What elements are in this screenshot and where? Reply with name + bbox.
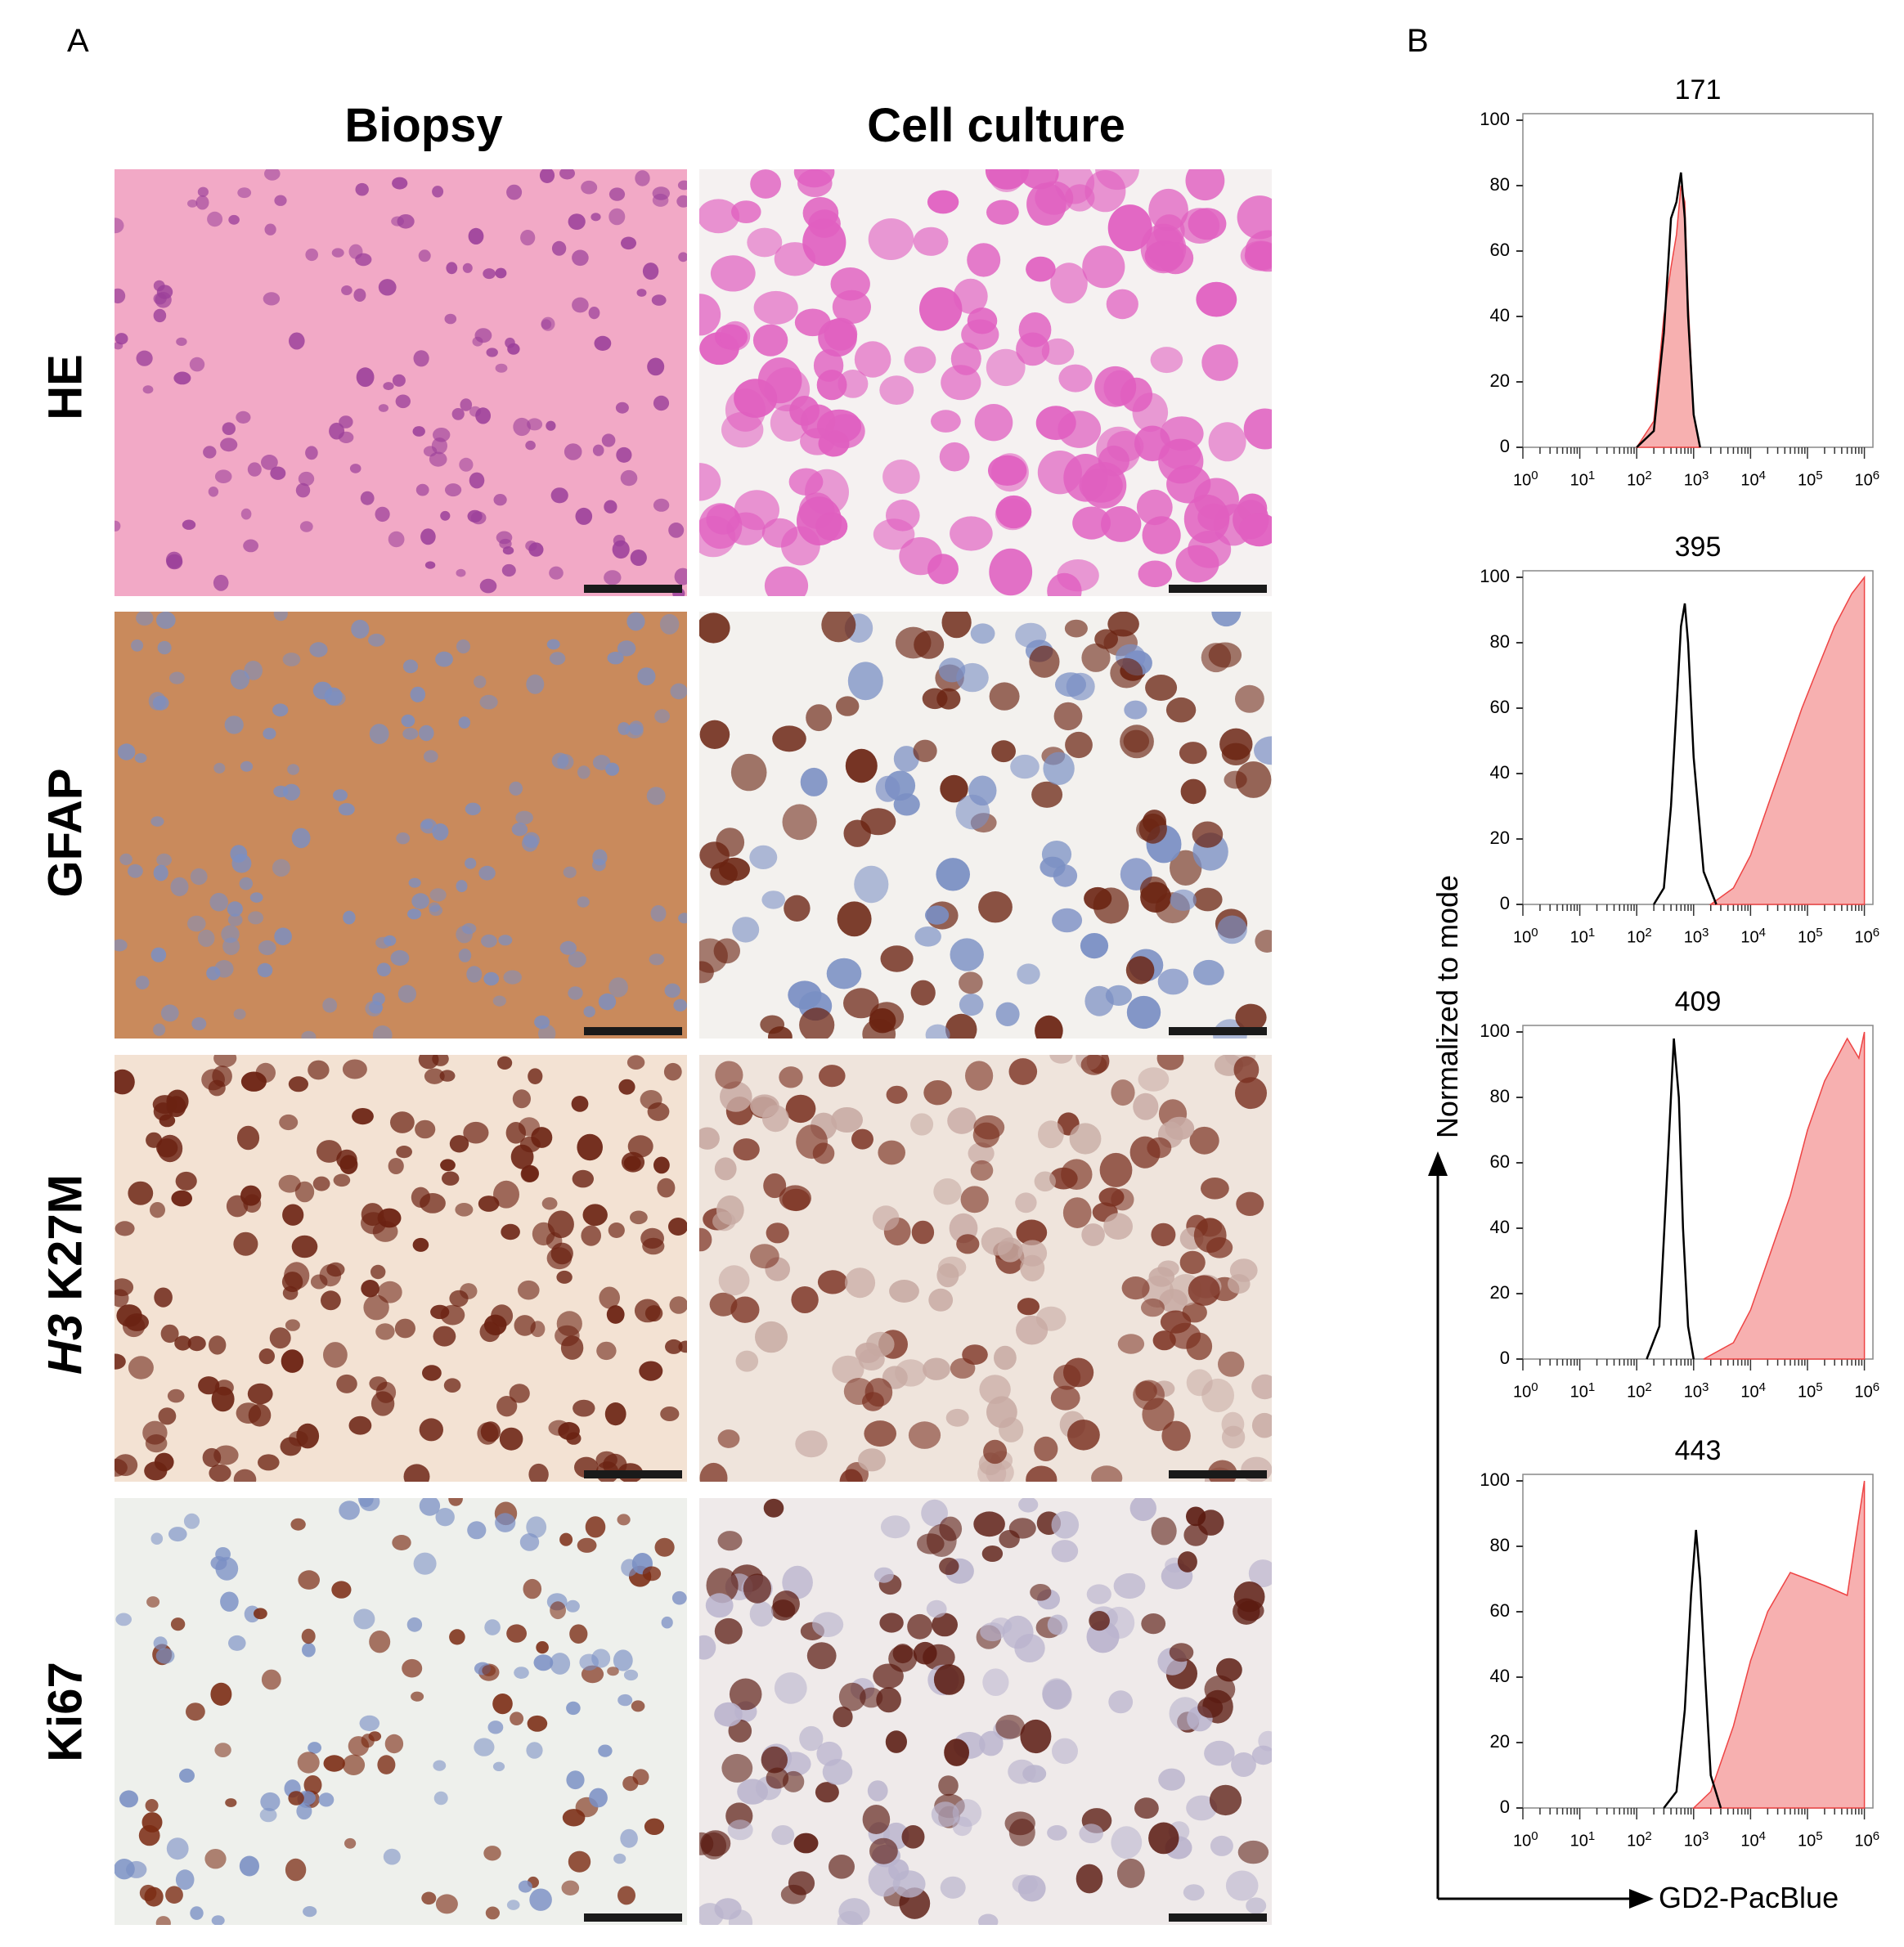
stained-histogram [1635, 185, 1701, 448]
stained-histogram [1691, 1480, 1866, 1809]
row-label-ki67: Ki67 [38, 1662, 92, 1762]
x-tick-label: 101 [1569, 1829, 1596, 1851]
control-histogram [1646, 1038, 1695, 1360]
x-tick-label: 100 [1513, 1380, 1538, 1402]
histogram-title: 171 [1674, 74, 1722, 105]
x-tick-label: 106 [1854, 1380, 1880, 1402]
x-tick-label: 104 [1740, 1829, 1766, 1851]
micrograph-ki67-biopsy [115, 1498, 687, 1925]
scale-bar [584, 585, 682, 593]
y-tick-label: 80 [1489, 174, 1510, 195]
micrograph-gfap-biopsy [115, 612, 687, 1039]
y-tick-label: 0 [1499, 1797, 1510, 1817]
scale-bar [584, 1027, 682, 1035]
x-tick-label: 106 [1854, 1829, 1880, 1851]
y-tick-label: 80 [1489, 631, 1510, 652]
scale-bar [1169, 585, 1267, 593]
y-tick-label: 0 [1499, 436, 1510, 456]
y-tick-label: 20 [1489, 1731, 1510, 1752]
y-tick-label: 100 [1480, 1469, 1510, 1490]
micrograph-he-biopsy [115, 169, 687, 596]
scale-bar [1169, 1913, 1267, 1922]
y-tick-label: 20 [1489, 1282, 1510, 1303]
micrograph-he-culture [699, 169, 1272, 596]
histogram-plot-409 [1516, 1025, 1874, 1371]
plot-frame [1522, 113, 1874, 448]
y-tick-label: 100 [1480, 109, 1510, 129]
x-tick-label: 104 [1740, 469, 1766, 490]
control-histogram [1653, 603, 1718, 905]
x-tick-label: 102 [1627, 1829, 1652, 1851]
histogram-title: 443 [1674, 1435, 1722, 1466]
micrograph-h3k27m-culture [699, 1055, 1272, 1482]
x-tick-label: 104 [1740, 1380, 1766, 1402]
x-tick-label: 103 [1683, 926, 1709, 947]
x-tick-label: 100 [1513, 926, 1538, 947]
x-tick-label: 100 [1513, 469, 1538, 490]
scale-bar [1169, 1470, 1267, 1478]
x-tick-label: 102 [1627, 1380, 1652, 1402]
plot-frame [1522, 570, 1874, 905]
micrograph-ki67-culture [699, 1498, 1272, 1925]
y-tick-label: 60 [1489, 1151, 1510, 1172]
row-label-h3k27m: H3 K27M [38, 1174, 92, 1375]
stained-histogram [1709, 575, 1866, 905]
micrograph-h3k27m-biopsy [115, 1055, 687, 1482]
x-tick-label: 101 [1569, 1380, 1596, 1402]
column-header-biopsy: Biopsy [344, 99, 503, 152]
x-tick-label: 101 [1569, 469, 1596, 490]
y-tick-label: 40 [1489, 1666, 1510, 1686]
x-tick-label: 103 [1683, 1380, 1709, 1402]
x-axis-label: GD2-PacBlue [1659, 1881, 1839, 1914]
plot-frame [1522, 1025, 1874, 1360]
x-tick-label: 105 [1797, 1380, 1823, 1402]
y-tick-label: 40 [1489, 762, 1510, 783]
micrograph-gfap-culture [699, 612, 1272, 1039]
control-histogram [1663, 1529, 1722, 1809]
column-header-cell-culture: Cell culture [867, 99, 1125, 152]
y-tick-label: 0 [1499, 1348, 1510, 1368]
x-tick-label: 105 [1797, 469, 1823, 490]
histogram-title: 409 [1674, 986, 1722, 1017]
x-tick-label: 104 [1740, 926, 1766, 947]
y-tick-label: 20 [1489, 370, 1510, 391]
y-tick-label: 40 [1489, 305, 1510, 325]
stained-histogram [1703, 1031, 1866, 1360]
scale-bar [1169, 1027, 1267, 1035]
y-tick-label: 100 [1480, 1021, 1510, 1041]
x-tick-label: 106 [1854, 469, 1880, 490]
control-histogram [1636, 172, 1701, 448]
x-tick-label: 102 [1627, 926, 1652, 947]
panel-letter-a: A [67, 23, 89, 59]
y-axis-label: Normalized to mode [1430, 874, 1464, 1139]
histogram-plot-171 [1516, 113, 1874, 459]
y-tick-label: 0 [1499, 893, 1510, 913]
histogram-plot-395 [1516, 570, 1874, 916]
y-tick-label: 40 [1489, 1217, 1510, 1237]
x-tick-label: 101 [1569, 926, 1596, 947]
y-tick-label: 80 [1489, 1086, 1510, 1106]
scale-bar [584, 1470, 682, 1478]
x-tick-label: 100 [1513, 1829, 1538, 1851]
y-tick-label: 100 [1480, 566, 1510, 586]
histogram-plot-443 [1516, 1474, 1874, 1819]
y-tick-label: 60 [1489, 697, 1510, 717]
panel-letter-b: B [1407, 23, 1429, 59]
x-tick-label: 106 [1854, 926, 1880, 947]
y-tick-label: 60 [1489, 240, 1510, 260]
y-tick-label: 80 [1489, 1535, 1510, 1555]
row-label-gfap: GFAP [38, 768, 92, 898]
x-tick-label: 103 [1683, 1829, 1709, 1851]
y-tick-label: 20 [1489, 828, 1510, 848]
x-tick-label: 105 [1797, 1829, 1823, 1851]
x-tick-label: 103 [1683, 469, 1709, 490]
y-tick-label: 60 [1489, 1600, 1510, 1621]
x-tick-label: 105 [1797, 926, 1823, 947]
x-tick-label: 102 [1627, 469, 1652, 490]
row-label-he: HE [38, 354, 92, 420]
histogram-title: 395 [1674, 532, 1722, 563]
x-axis-arrowhead [1629, 1889, 1654, 1909]
scale-bar [584, 1913, 682, 1922]
